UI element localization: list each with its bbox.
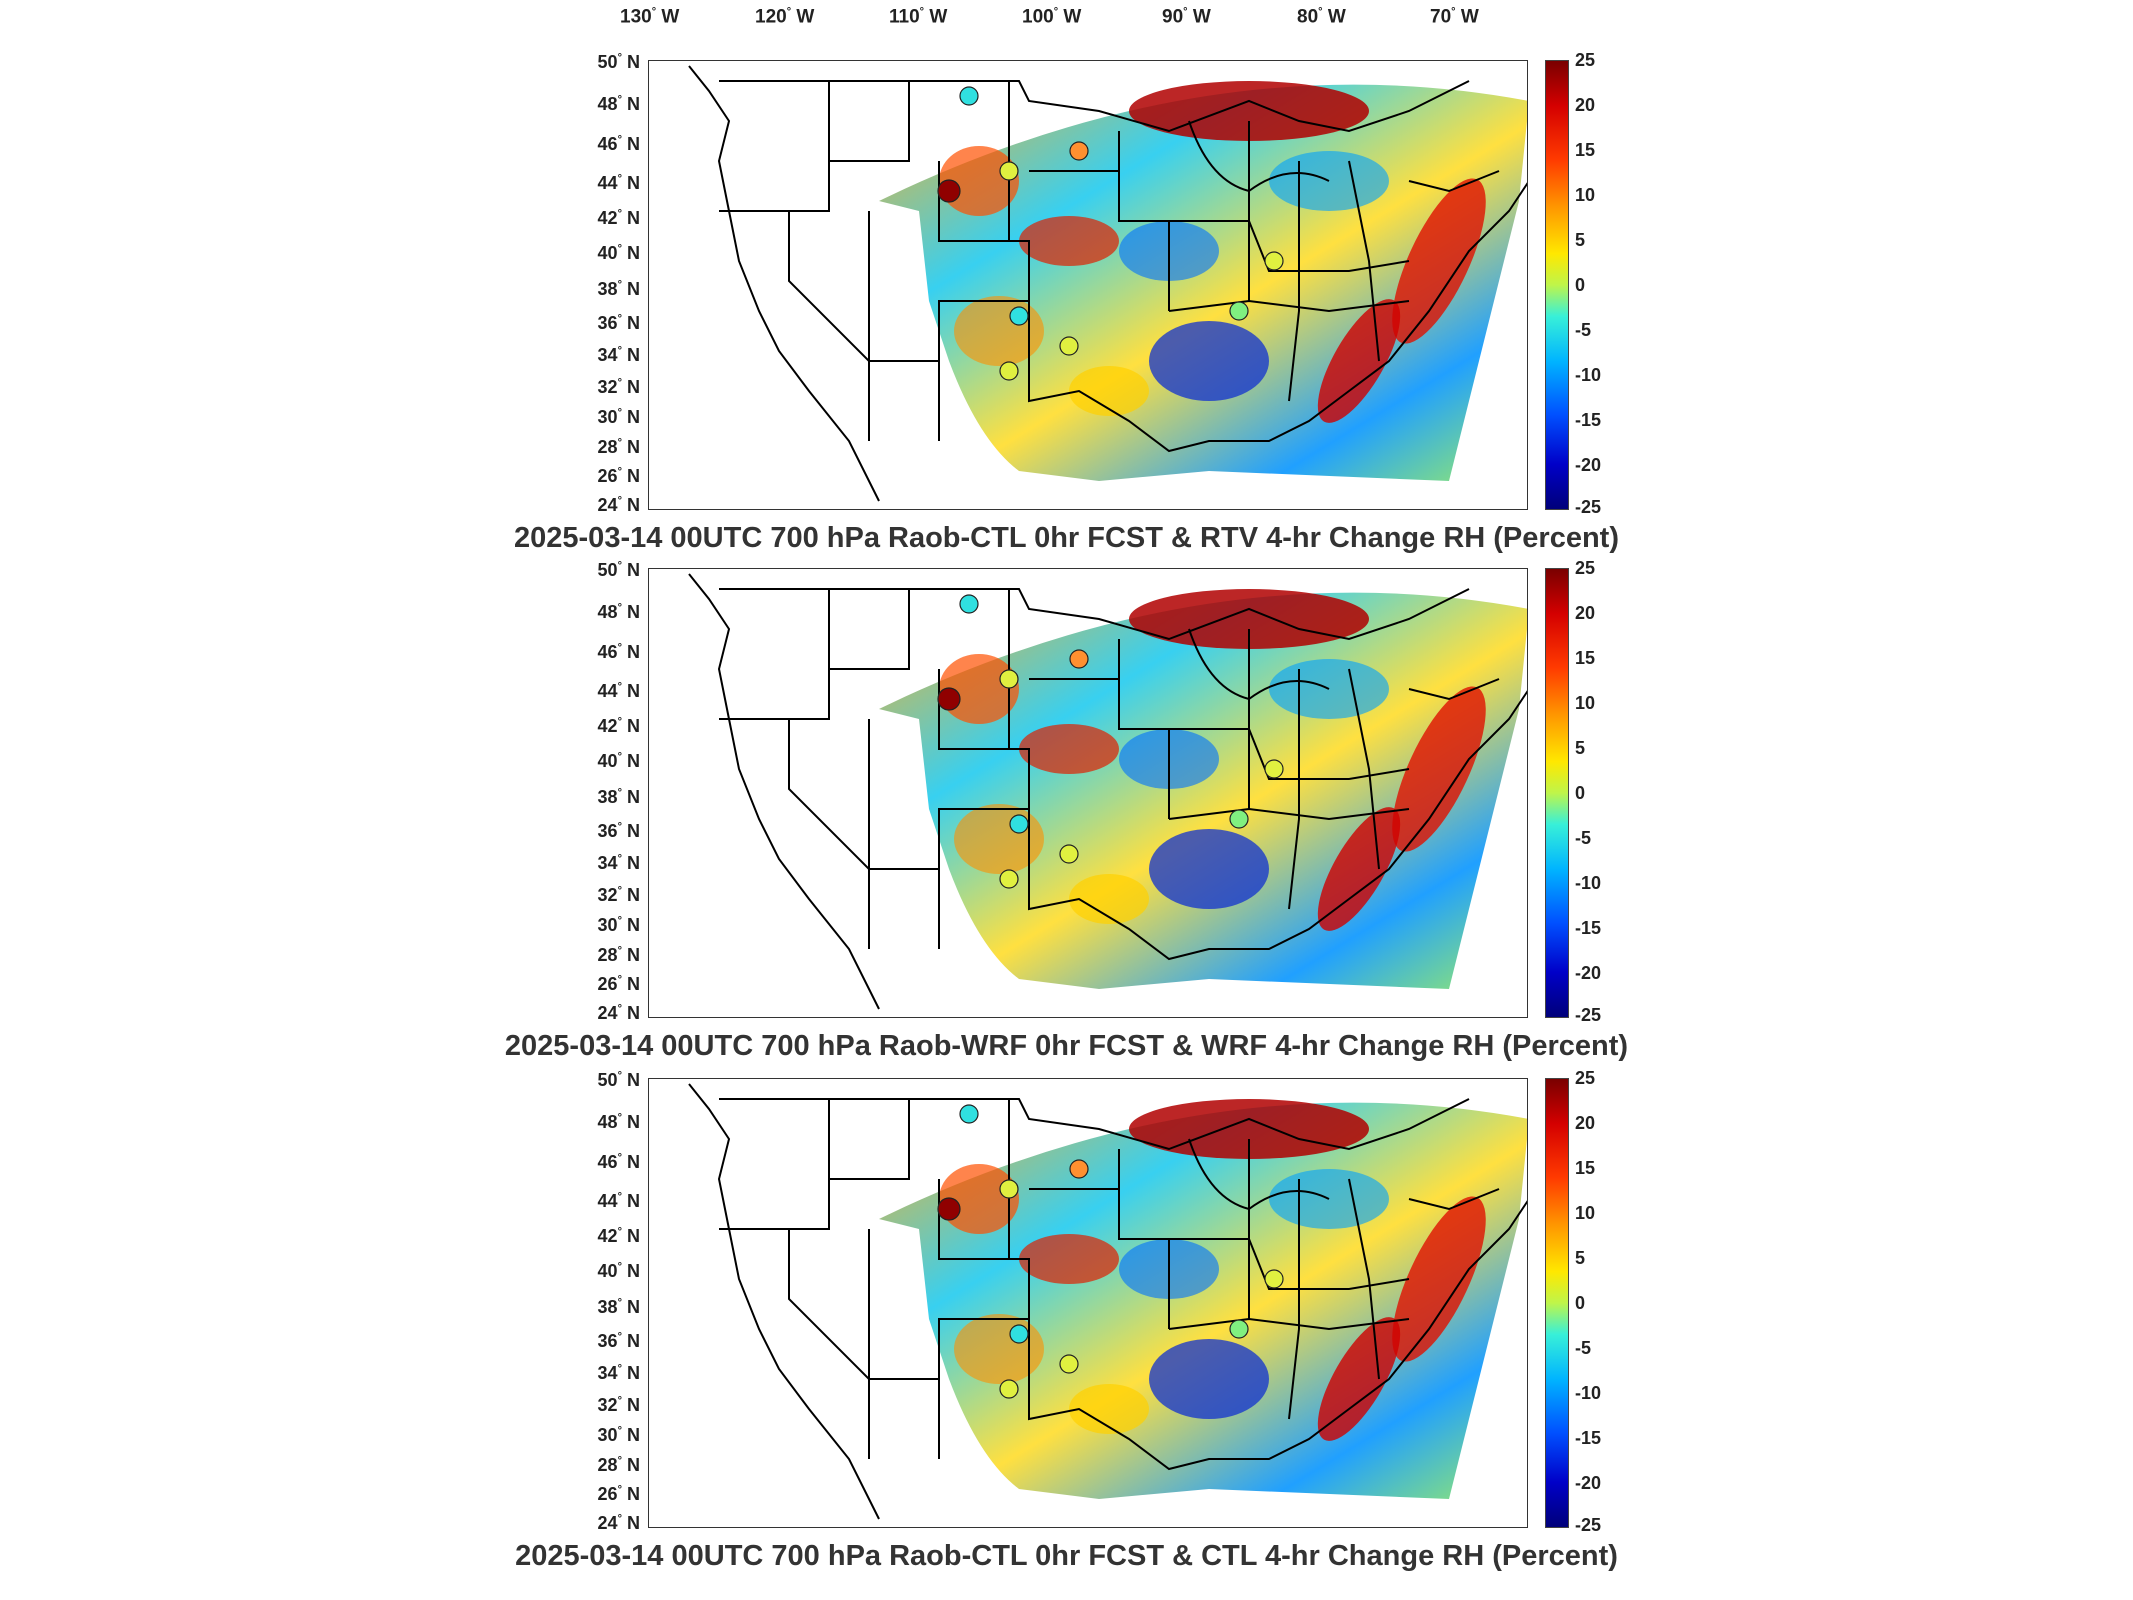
lat-label: 48° N xyxy=(597,602,640,622)
map-plot xyxy=(648,60,1528,510)
lat-label: 50° N xyxy=(597,52,640,72)
lat-label: 48° N xyxy=(597,1112,640,1132)
colorbar-tick: -25 xyxy=(1575,1005,1602,1025)
colorbar-tick: 0 xyxy=(1575,275,1586,295)
lat-label: 48° N xyxy=(597,94,640,114)
colorbar-tick: -15 xyxy=(1575,918,1602,938)
lat-label: 30° N xyxy=(597,407,640,427)
lon-label: 120° W xyxy=(755,6,815,28)
lat-label: 26° N xyxy=(597,466,640,486)
lat-label: 42° N xyxy=(597,208,640,228)
colorbar-tick: 15 xyxy=(1575,648,1596,668)
colorbar-tick: 15 xyxy=(1575,1158,1596,1178)
colorbar-tick: 25 xyxy=(1575,1068,1596,1088)
colorbar-tick: -20 xyxy=(1575,1473,1602,1493)
lon-label: 130° W xyxy=(620,6,680,28)
colorbar-tick: 5 xyxy=(1575,738,1586,758)
panel-title: 2025-03-14 00UTC 700 hPa Raob-CTL 0hr FC… xyxy=(514,522,1619,554)
lat-label: 32° N xyxy=(597,885,640,905)
lat-label: 32° N xyxy=(597,377,640,397)
lat-label: 34° N xyxy=(597,853,640,873)
map-plot xyxy=(648,1078,1528,1528)
lat-label: 24° N xyxy=(597,1513,640,1533)
colorbar-tick: 15 xyxy=(1575,140,1596,160)
lat-label: 30° N xyxy=(597,1425,640,1445)
lat-label: 40° N xyxy=(597,243,640,263)
colorbar-tick: 5 xyxy=(1575,1248,1586,1268)
lat-label: 42° N xyxy=(597,1226,640,1246)
colorbar-tick: 10 xyxy=(1575,1203,1596,1223)
colorbar-tick: 0 xyxy=(1575,1293,1586,1313)
colorbar xyxy=(1545,60,1569,510)
panel-title: 2025-03-14 00UTC 700 hPa Raob-CTL 0hr FC… xyxy=(515,1540,1618,1572)
lon-label: 90° W xyxy=(1162,6,1211,28)
colorbar-tick: 25 xyxy=(1575,558,1596,578)
lon-label: 110° W xyxy=(889,6,948,28)
colorbar-tick: 10 xyxy=(1575,185,1596,205)
colorbar-tick: -15 xyxy=(1575,410,1602,430)
colorbar-tick: -15 xyxy=(1575,1428,1602,1448)
lon-label: 80° W xyxy=(1297,6,1346,28)
lat-label: 44° N xyxy=(597,1191,640,1211)
colorbar-tick: 0 xyxy=(1575,783,1586,803)
colorbar-tick: -10 xyxy=(1575,365,1602,385)
colorbar-tick: 10 xyxy=(1575,693,1596,713)
lat-label: 40° N xyxy=(597,751,640,771)
lat-label: 36° N xyxy=(597,821,640,841)
lat-label: 38° N xyxy=(597,279,640,299)
colorbar-tick: -20 xyxy=(1575,455,1602,475)
lat-label: 42° N xyxy=(597,716,640,736)
colorbar xyxy=(1545,568,1569,1018)
colorbar-tick: -5 xyxy=(1575,1338,1592,1358)
lon-label: 100° W xyxy=(1022,6,1082,28)
longitude-axis: 130° W 120° W 110° W 100° W 90° W 80° W … xyxy=(0,6,2133,36)
lat-label: 36° N xyxy=(597,1331,640,1351)
lat-label: 44° N xyxy=(597,173,640,193)
lat-label: 24° N xyxy=(597,1003,640,1023)
lat-label: 28° N xyxy=(597,437,640,457)
colorbar-tick: -5 xyxy=(1575,828,1592,848)
lat-label: 50° N xyxy=(597,1070,640,1090)
colorbar xyxy=(1545,1078,1569,1528)
colorbar-tick: -10 xyxy=(1575,1383,1602,1403)
lat-label: 26° N xyxy=(597,1484,640,1504)
map-plot xyxy=(648,568,1528,1018)
lat-label: 46° N xyxy=(597,642,640,662)
lat-label: 24° N xyxy=(597,495,640,515)
lat-label: 28° N xyxy=(597,1455,640,1475)
lat-label: 32° N xyxy=(597,1395,640,1415)
colorbar-tick: -25 xyxy=(1575,497,1602,517)
colorbar-tick: -25 xyxy=(1575,1515,1602,1535)
lat-label: 26° N xyxy=(597,974,640,994)
colorbar-tick: -5 xyxy=(1575,320,1592,340)
panel-title: 2025-03-14 00UTC 700 hPa Raob-WRF 0hr FC… xyxy=(504,1030,1629,1062)
colorbar-tick: 20 xyxy=(1575,603,1596,623)
colorbar-tick: -10 xyxy=(1575,873,1602,893)
lat-label: 38° N xyxy=(597,1297,640,1317)
lat-label: 40° N xyxy=(597,1261,640,1281)
colorbar-tick: 5 xyxy=(1575,230,1586,250)
lat-label: 36° N xyxy=(597,313,640,333)
lat-label: 50° N xyxy=(597,560,640,580)
lon-label: 70° W xyxy=(1430,6,1479,28)
lat-label: 28° N xyxy=(597,945,640,965)
lat-label: 30° N xyxy=(597,915,640,935)
lat-label: 46° N xyxy=(597,134,640,154)
lat-label: 46° N xyxy=(597,1152,640,1172)
lat-label: 38° N xyxy=(597,787,640,807)
lat-label: 34° N xyxy=(597,1363,640,1383)
lat-label: 44° N xyxy=(597,681,640,701)
colorbar-tick: 20 xyxy=(1575,1113,1596,1133)
colorbar-tick: 20 xyxy=(1575,95,1596,115)
colorbar-tick: 25 xyxy=(1575,50,1596,70)
colorbar-tick: -20 xyxy=(1575,963,1602,983)
lat-label: 34° N xyxy=(597,345,640,365)
